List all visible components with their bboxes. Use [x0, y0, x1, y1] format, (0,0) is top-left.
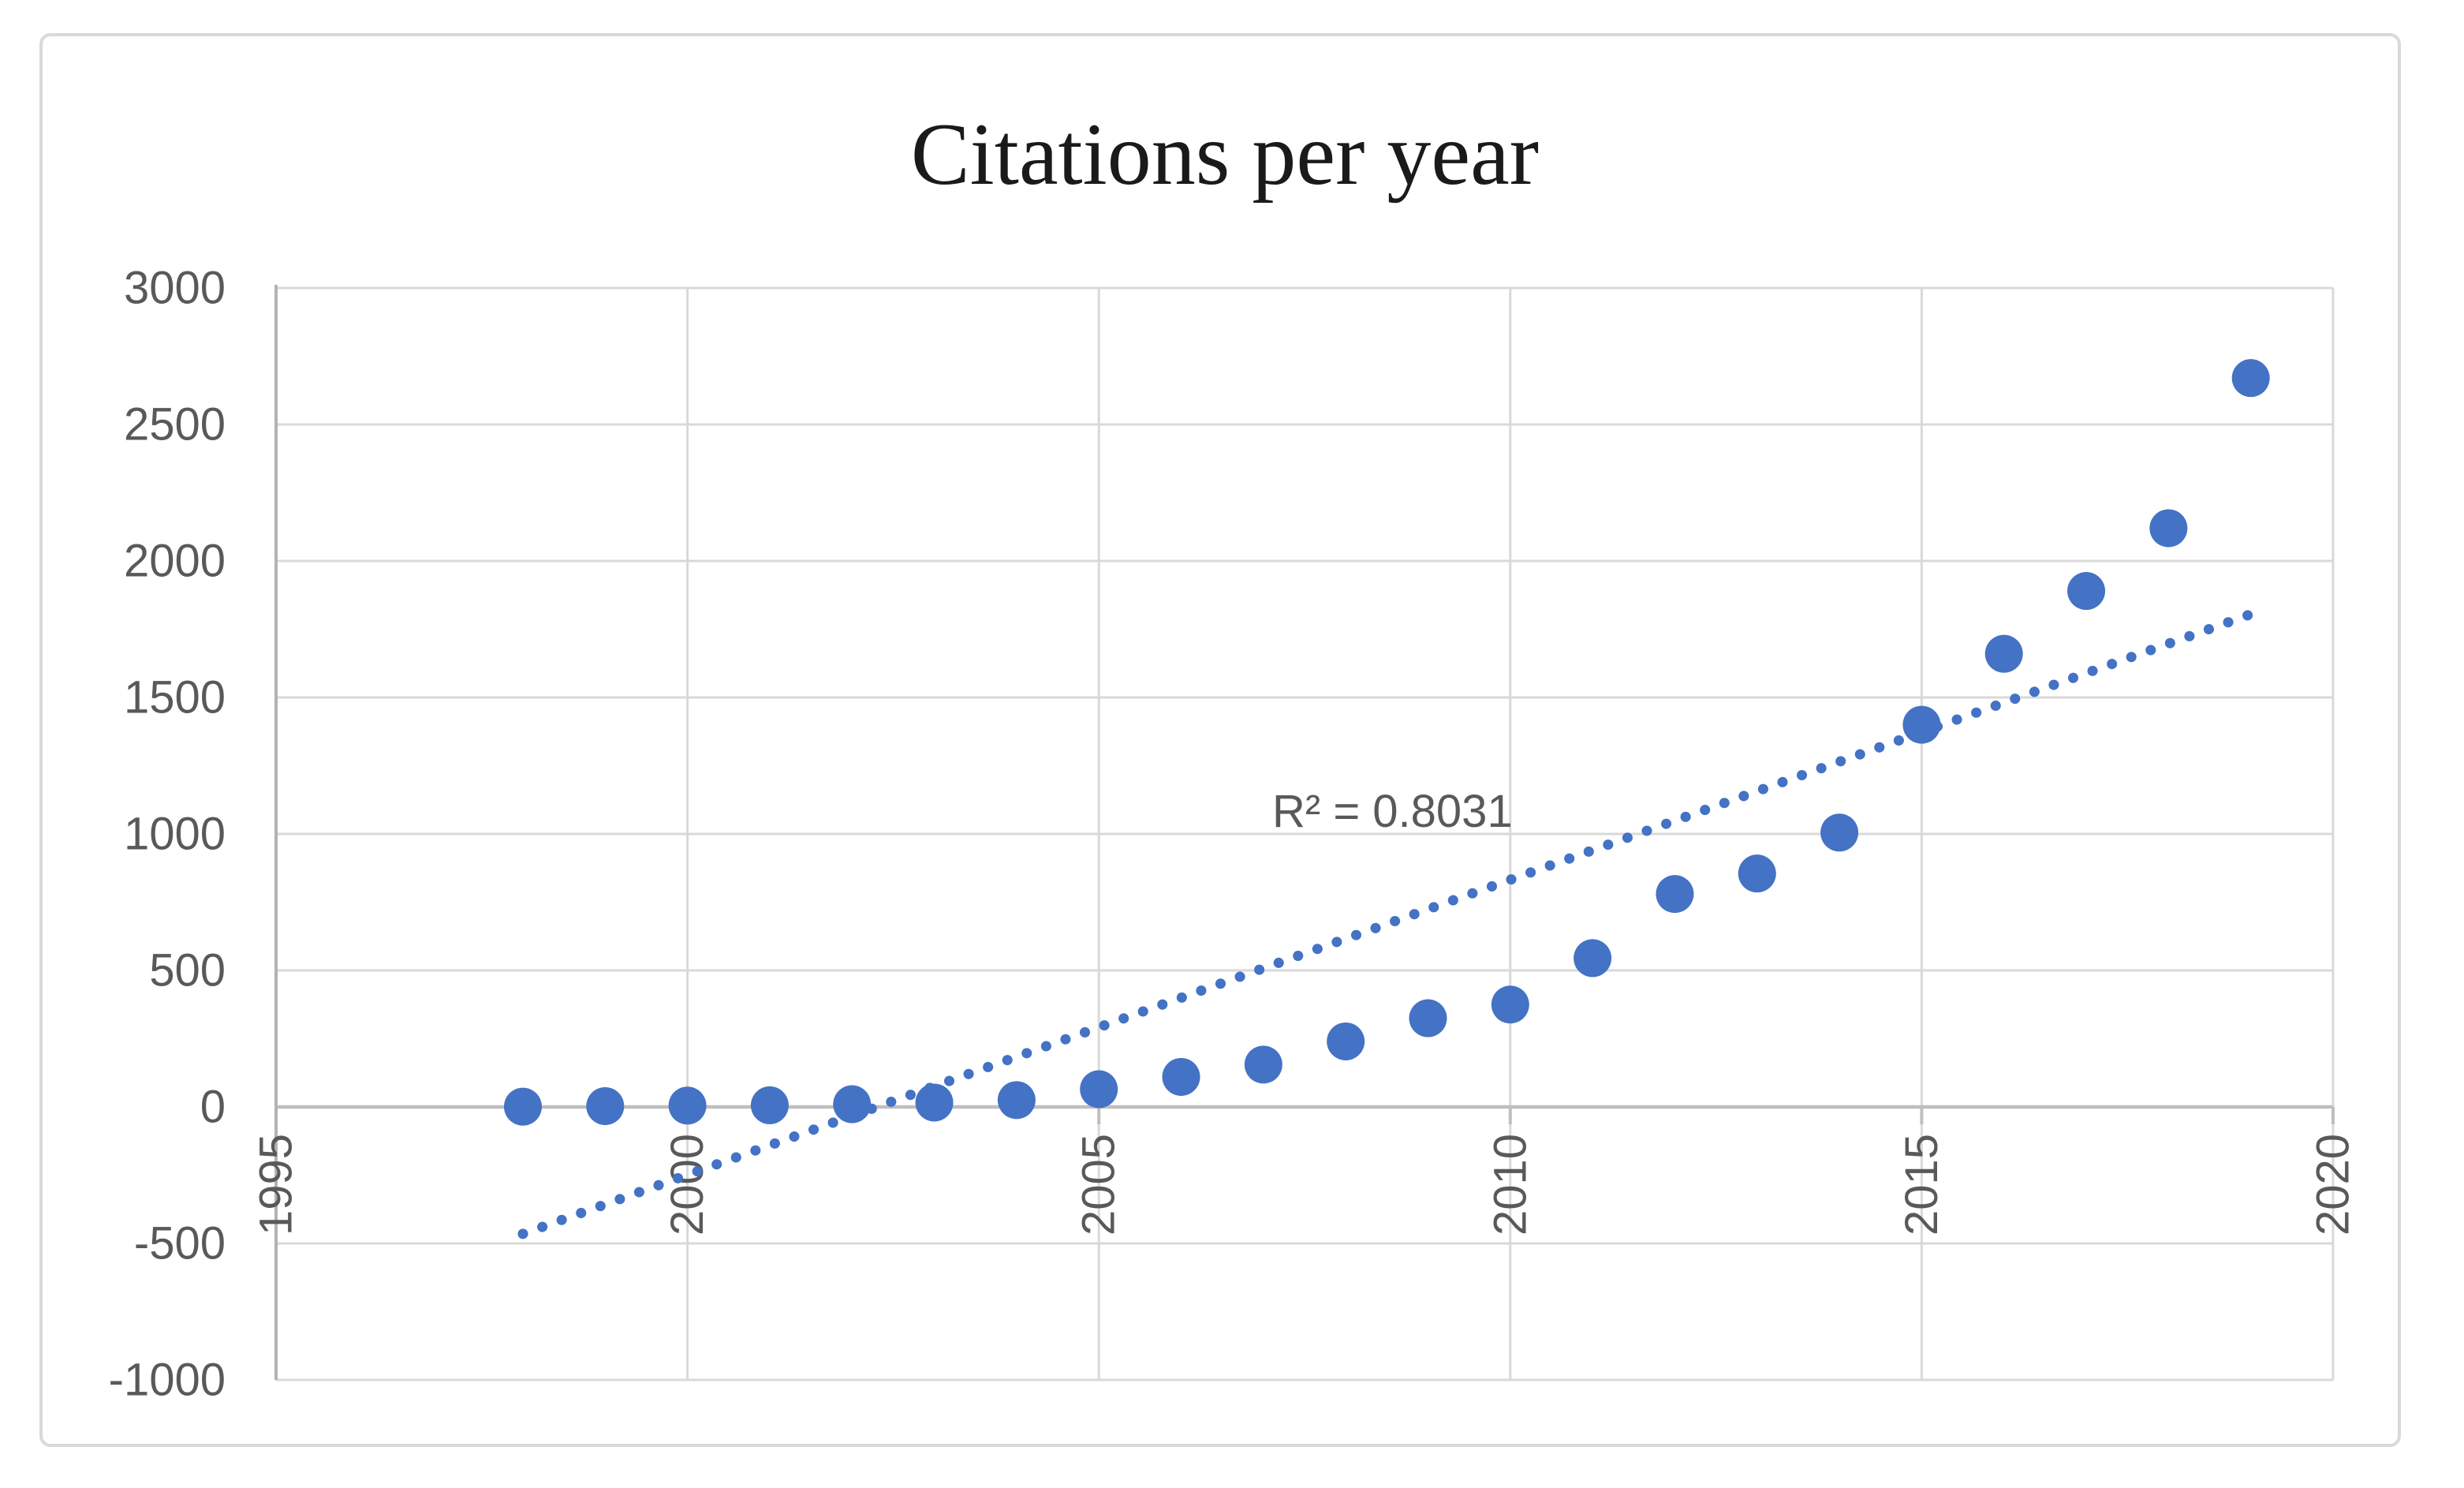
x-tick-label-2000: 2000 — [662, 1134, 713, 1236]
y-tick-label-2500: 2500 — [124, 399, 226, 451]
x-tick-label-2015: 2015 — [1896, 1134, 1947, 1236]
x-tick-label-2020: 2020 — [2308, 1134, 2359, 1236]
x-tick-label-2010: 2010 — [1484, 1134, 1536, 1236]
data-point-2007 — [1244, 1045, 1282, 1084]
chart-outer-frame — [39, 33, 2401, 1447]
trendline-r2-label: R² = 0.8031 — [1272, 786, 1513, 837]
y-tick-label-2000: 2000 — [124, 536, 226, 587]
data-point-2006 — [1162, 1057, 1200, 1096]
y-tick-label-0: 0 — [200, 1082, 226, 1133]
trendline-group — [517, 608, 2257, 1239]
data-point-2010 — [1491, 985, 1529, 1024]
data-point-2004 — [997, 1081, 1036, 1120]
data-point-2001 — [750, 1086, 789, 1124]
data-point-1999 — [586, 1086, 625, 1125]
y-tick-label--1000: -1000 — [109, 1355, 226, 1406]
data-points-group — [503, 359, 2270, 1126]
tick-labels-group: 3000 2500 2000 1500 1000 500 0 -500 -1000 1995 200… — [109, 263, 2359, 1406]
data-point-2000 — [668, 1086, 707, 1125]
data-point-2002 — [833, 1085, 872, 1123]
chart-title: Citations per year — [911, 106, 1539, 204]
data-point-2014 — [1820, 813, 1859, 852]
data-point-2012 — [1656, 875, 1694, 914]
data-point-2017 — [2067, 572, 2106, 611]
data-point-2016 — [1984, 634, 2023, 673]
y-tick-label-3000: 3000 — [124, 263, 226, 314]
x-tick-label-2005: 2005 — [1073, 1134, 1125, 1236]
data-point-2011 — [1574, 939, 1612, 978]
y-tick-label-1000: 1000 — [124, 809, 226, 860]
data-point-1998 — [503, 1087, 542, 1126]
trendline-dotted — [517, 608, 2257, 1239]
x-tick-label-1995: 1995 — [251, 1134, 302, 1236]
data-point-2005 — [1080, 1070, 1118, 1109]
data-point-2003 — [915, 1083, 954, 1122]
data-point-2018 — [2149, 509, 2188, 548]
y-tick-label-1500: 1500 — [124, 672, 226, 723]
data-point-2009 — [1409, 999, 1447, 1037]
y-tick-label--500: -500 — [134, 1218, 226, 1269]
data-point-2013 — [1738, 854, 1776, 893]
data-point-2008 — [1327, 1022, 1365, 1060]
y-tick-label-500: 500 — [149, 945, 226, 996]
data-point-2015 — [1902, 705, 1941, 744]
data-point-2019 — [2231, 359, 2270, 398]
